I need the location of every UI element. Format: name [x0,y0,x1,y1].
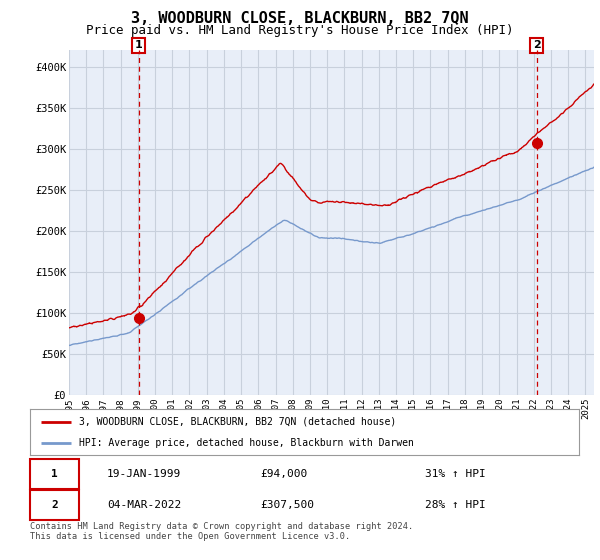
Text: HPI: Average price, detached house, Blackburn with Darwen: HPI: Average price, detached house, Blac… [79,438,414,448]
Text: 04-MAR-2022: 04-MAR-2022 [107,500,181,510]
FancyBboxPatch shape [30,491,79,520]
Text: 2: 2 [533,40,541,50]
Text: 1: 1 [135,40,143,50]
Text: 3, WOODBURN CLOSE, BLACKBURN, BB2 7QN (detached house): 3, WOODBURN CLOSE, BLACKBURN, BB2 7QN (d… [79,417,397,427]
Text: Contains HM Land Registry data © Crown copyright and database right 2024.
This d: Contains HM Land Registry data © Crown c… [30,522,413,542]
Text: Price paid vs. HM Land Registry's House Price Index (HPI): Price paid vs. HM Land Registry's House … [86,24,514,36]
Text: 28% ↑ HPI: 28% ↑ HPI [425,500,486,510]
Text: 3, WOODBURN CLOSE, BLACKBURN, BB2 7QN: 3, WOODBURN CLOSE, BLACKBURN, BB2 7QN [131,11,469,26]
Text: 1: 1 [52,469,58,479]
Text: £94,000: £94,000 [260,469,308,479]
Text: 31% ↑ HPI: 31% ↑ HPI [425,469,486,479]
FancyBboxPatch shape [30,459,79,488]
Text: 19-JAN-1999: 19-JAN-1999 [107,469,181,479]
Text: £307,500: £307,500 [260,500,314,510]
Text: 2: 2 [52,500,58,510]
